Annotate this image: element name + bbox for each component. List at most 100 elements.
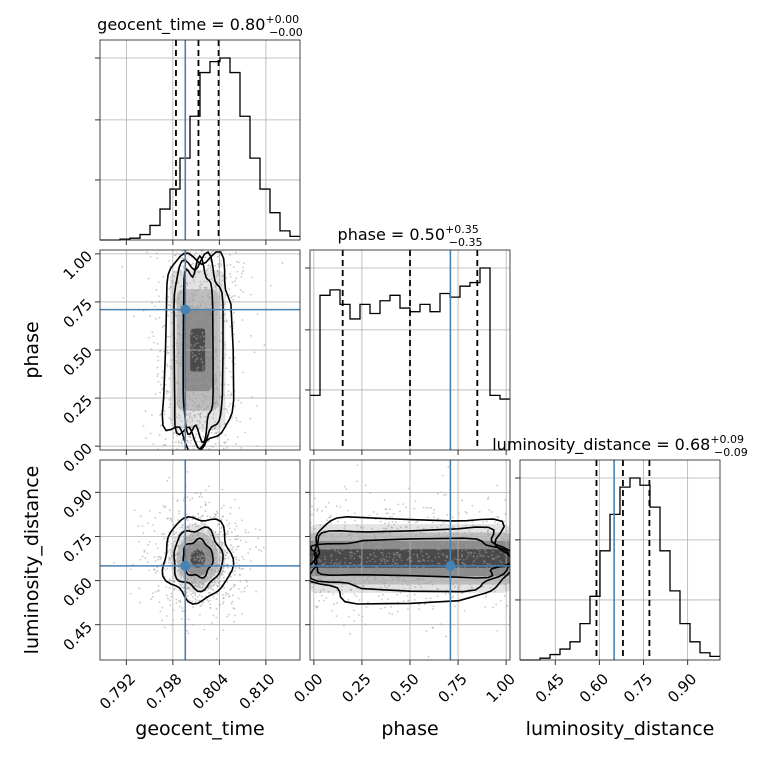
sample-point	[185, 387, 188, 390]
sample-point	[229, 588, 232, 591]
sample-point	[180, 406, 183, 408]
sample-point	[178, 512, 180, 515]
sample-point	[153, 569, 156, 571]
sample-point	[200, 603, 203, 606]
x-tick-label-luminosity_distance: 0.60	[576, 670, 612, 706]
sample-point	[187, 553, 189, 556]
sample-point	[435, 547, 438, 550]
sample-point	[204, 286, 207, 289]
sample-point	[318, 577, 321, 580]
sample-point	[207, 264, 210, 266]
sample-point	[336, 520, 339, 523]
sample-point	[320, 594, 323, 597]
sample-point	[476, 555, 479, 558]
sample-point	[199, 573, 202, 575]
sample-point	[245, 541, 247, 544]
sample-point	[249, 417, 252, 420]
sample-point	[210, 278, 213, 281]
sample-point	[208, 371, 211, 374]
sample-point	[242, 291, 245, 293]
sample-point	[202, 321, 205, 324]
sample-point	[442, 554, 445, 556]
sample-point	[210, 560, 213, 563]
sample-point	[387, 512, 390, 515]
sample-point	[477, 545, 480, 547]
sample-point	[189, 398, 191, 401]
sample-point	[230, 587, 233, 590]
sample-point	[196, 595, 199, 598]
sample-point	[146, 561, 149, 564]
sample-point	[208, 354, 211, 356]
sample-point	[452, 570, 455, 573]
sample-point	[229, 272, 232, 275]
sample-point	[169, 599, 171, 602]
sample-point	[255, 546, 257, 548]
sample-point	[205, 408, 207, 411]
marginal-histograms	[100, 40, 720, 661]
sample-point	[206, 286, 209, 289]
sample-point	[179, 388, 182, 390]
sample-point	[438, 556, 440, 558]
sample-point	[210, 264, 213, 267]
sample-point	[458, 566, 461, 569]
sample-point	[461, 592, 463, 595]
sample-point	[358, 537, 361, 540]
y-tick-label-phase: 0.25	[60, 391, 96, 427]
sample-point	[169, 265, 171, 268]
sample-point	[216, 366, 219, 369]
sample-point	[156, 570, 159, 572]
sample-point	[367, 601, 369, 604]
sample-point	[168, 587, 171, 590]
sample-point	[223, 341, 226, 344]
sample-point	[173, 532, 176, 535]
sample-point	[173, 588, 176, 591]
sample-point	[188, 388, 191, 391]
sample-point	[206, 411, 209, 414]
sample-point	[202, 545, 205, 547]
sample-point	[231, 600, 234, 603]
sample-point	[213, 581, 216, 583]
sample-point	[470, 575, 473, 578]
sample-point	[397, 610, 399, 613]
sample-point	[437, 531, 440, 534]
sample-point	[201, 331, 204, 334]
sample-point	[172, 274, 175, 277]
sample-point	[237, 261, 240, 264]
sample-point	[464, 510, 467, 513]
sample-point	[209, 360, 212, 363]
sample-point	[379, 544, 382, 547]
sample-point	[197, 319, 200, 321]
sample-point	[223, 570, 226, 573]
sample-point	[191, 523, 194, 526]
sample-point	[175, 361, 178, 364]
sample-point	[199, 506, 202, 508]
sample-point	[203, 532, 206, 535]
sample-point	[390, 576, 393, 578]
sample-point	[233, 321, 235, 324]
sample-point	[456, 532, 459, 535]
sample-point	[319, 590, 322, 592]
sample-point	[153, 530, 156, 533]
sample-point	[187, 618, 190, 621]
sample-point	[234, 567, 237, 569]
sample-point	[432, 607, 434, 610]
sample-point	[176, 434, 179, 437]
sample-point	[242, 567, 245, 570]
sample-point	[351, 555, 354, 557]
sample-point	[201, 347, 203, 350]
sample-point	[241, 613, 244, 615]
sample-point	[246, 585, 249, 588]
sample-point	[122, 297, 125, 299]
sample-point	[320, 547, 323, 550]
sample-point	[170, 595, 173, 598]
sample-point	[220, 265, 222, 268]
sample-point	[168, 287, 171, 290]
sample-point	[358, 599, 361, 601]
sample-point	[196, 542, 198, 545]
sample-point	[199, 317, 202, 319]
sample-point	[224, 313, 226, 315]
sample-point	[380, 586, 382, 589]
sample-point	[366, 575, 369, 578]
sample-point	[171, 322, 173, 324]
sample-point	[210, 572, 213, 575]
